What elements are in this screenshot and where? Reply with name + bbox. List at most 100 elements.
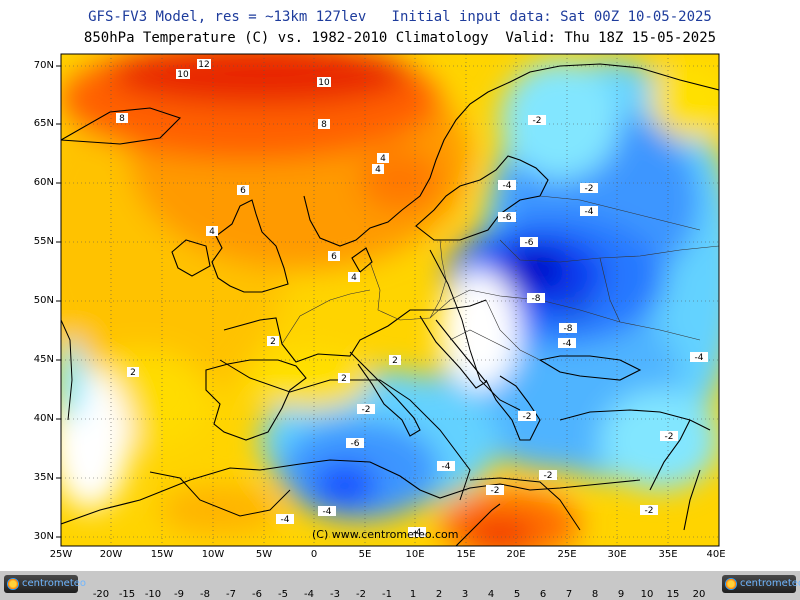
anomaly-field: 12 10 10 8 8 6 6 4 4 4 4 2 2 2 2 -2 -2 -… bbox=[61, 54, 719, 546]
centrometeo-logo-left[interactable]: centrometeo bbox=[4, 575, 86, 593]
contour-label: -2 bbox=[518, 411, 536, 422]
contour-label: -2 bbox=[486, 485, 504, 496]
svg-text:8: 8 bbox=[321, 120, 327, 130]
coastlines bbox=[61, 63, 719, 546]
colorbar-tick: -5 bbox=[278, 589, 288, 600]
colorbar-tick: 3 bbox=[461, 589, 469, 600]
colorbar-tick: 10 bbox=[640, 589, 654, 600]
contour-label: -4 bbox=[318, 506, 336, 517]
svg-text:-4: -4 bbox=[563, 339, 572, 349]
lat-label: 35N bbox=[33, 472, 54, 483]
svg-text:4: 4 bbox=[209, 227, 215, 237]
lon-label: 5E bbox=[358, 549, 372, 560]
contour-label: 6 bbox=[237, 185, 249, 196]
contour-label: -4 bbox=[437, 461, 455, 472]
contour-label: 10 bbox=[176, 69, 190, 80]
svg-text:-2: -2 bbox=[523, 412, 532, 422]
contour-label: -2 bbox=[357, 404, 375, 415]
model-info-title: GFS-FV3 Model, res = ~13km 127lev Initia… bbox=[88, 9, 712, 25]
contour-label: 4 bbox=[372, 164, 384, 175]
copyright-notice: (C) www.centrometeo.com bbox=[312, 528, 459, 541]
svg-text:8: 8 bbox=[119, 114, 125, 124]
colorbar-tick: -4 bbox=[304, 589, 314, 600]
field-valid-title: 850hPa Temperature (C) vs. 1982-2010 Cli… bbox=[83, 30, 717, 46]
colorbar-tick: -8 bbox=[200, 589, 210, 600]
lon-label: 20E bbox=[506, 549, 526, 560]
colorbar-tick: 5 bbox=[513, 589, 521, 600]
svg-text:-4: -4 bbox=[442, 462, 451, 472]
svg-text:-6: -6 bbox=[351, 439, 360, 449]
colorbar-tick: -3 bbox=[330, 589, 340, 600]
contour-label: -2 bbox=[660, 431, 678, 442]
contour-label: -6 bbox=[520, 237, 538, 248]
svg-text:-6: -6 bbox=[503, 213, 512, 223]
colorbar-tick: 8 bbox=[591, 589, 599, 600]
svg-text:6: 6 bbox=[331, 252, 337, 262]
zero-contours bbox=[61, 249, 581, 531]
contour-label: -4 bbox=[276, 514, 294, 525]
svg-text:-2: -2 bbox=[491, 486, 500, 496]
svg-text:10: 10 bbox=[318, 78, 330, 88]
lon-label: 40E bbox=[706, 549, 726, 560]
colorbar-tick: 20 bbox=[692, 589, 706, 600]
lon-label: 25E bbox=[557, 549, 577, 560]
logo-text: centrometeo bbox=[740, 578, 800, 589]
lon-label: 20W bbox=[99, 549, 123, 560]
contour-label: -8 bbox=[527, 293, 545, 304]
svg-text:6: 6 bbox=[240, 186, 246, 196]
borders bbox=[281, 195, 719, 361]
svg-text:-4: -4 bbox=[503, 181, 512, 191]
svg-text:2: 2 bbox=[341, 374, 347, 384]
lon-label: 10E bbox=[405, 549, 425, 560]
contour-label: -2 bbox=[539, 470, 557, 481]
contour-label: 8 bbox=[116, 113, 128, 124]
colorbar-tick: -7 bbox=[226, 589, 236, 600]
contour-value-labels: 12 10 10 8 8 6 6 4 4 4 4 2 2 2 2 -2 -2 -… bbox=[116, 59, 708, 538]
svg-text:-4: -4 bbox=[323, 507, 332, 517]
svg-text:4: 4 bbox=[380, 154, 386, 164]
colorbar-tick: 6 bbox=[539, 589, 547, 600]
colorbar-tick: -6 bbox=[252, 589, 262, 600]
colorbar-tick: -1 bbox=[382, 589, 392, 600]
svg-text:2: 2 bbox=[392, 356, 398, 366]
svg-text:12: 12 bbox=[198, 60, 209, 70]
contour-label: -4 bbox=[580, 206, 598, 217]
contour-label: 6 bbox=[328, 251, 340, 262]
contour-label: -6 bbox=[498, 212, 516, 223]
contour-label: 2 bbox=[338, 373, 350, 384]
svg-text:-2: -2 bbox=[585, 184, 594, 194]
contour-label: 10 bbox=[317, 77, 331, 88]
svg-text:-4: -4 bbox=[695, 353, 704, 363]
lon-label: 30E bbox=[607, 549, 627, 560]
lon-label: 0 bbox=[310, 549, 318, 560]
centrometeo-logo-right[interactable]: centrometeo bbox=[722, 575, 800, 593]
colorbar-panel: centrometeo centrometeo -20 -15 -10 -9 -… bbox=[0, 571, 800, 600]
svg-text:-2: -2 bbox=[544, 471, 553, 481]
svg-text:-4: -4 bbox=[413, 528, 422, 538]
svg-text:-4: -4 bbox=[585, 207, 594, 217]
contour-label: 2 bbox=[127, 367, 139, 378]
svg-text:2: 2 bbox=[270, 337, 276, 347]
lon-label: 5W bbox=[255, 549, 273, 560]
logo-icon bbox=[725, 578, 737, 590]
lat-label: 70N bbox=[33, 60, 54, 71]
lon-label: 25W bbox=[49, 549, 73, 560]
svg-text:-6: -6 bbox=[525, 238, 534, 248]
colorbar-tick: -2 bbox=[356, 589, 366, 600]
axis-ticks bbox=[56, 65, 61, 538]
logo-icon bbox=[7, 578, 19, 590]
contour-label: 2 bbox=[389, 355, 401, 366]
lon-label: 35E bbox=[658, 549, 678, 560]
colorbar-tick: 4 bbox=[487, 589, 495, 600]
svg-text:-8: -8 bbox=[564, 324, 573, 334]
lon-label: 15W bbox=[150, 549, 174, 560]
lat-label: 65N bbox=[33, 118, 54, 129]
svg-text:-2: -2 bbox=[645, 506, 654, 516]
contour-label: -8 bbox=[559, 323, 577, 334]
map-frame bbox=[60, 53, 720, 547]
svg-text:-2: -2 bbox=[362, 405, 371, 415]
contour-label: -4 bbox=[690, 352, 708, 363]
contour-label: -2 bbox=[580, 183, 598, 194]
lat-label: 40N bbox=[33, 413, 54, 424]
